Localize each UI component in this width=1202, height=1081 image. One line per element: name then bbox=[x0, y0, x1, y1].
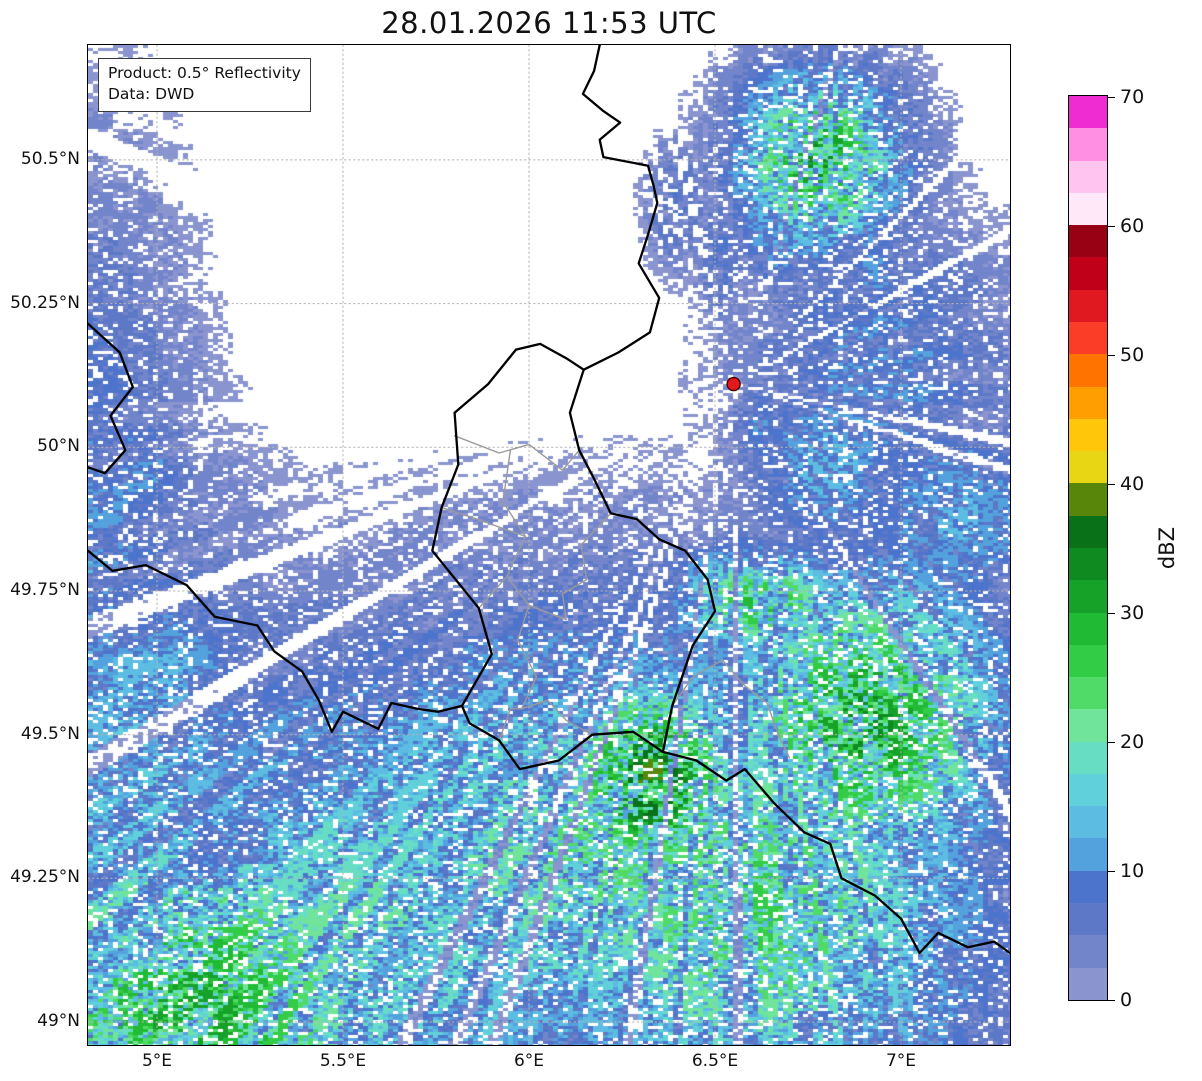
lat-tick-label: 50.5°N bbox=[20, 148, 80, 169]
colorbar-tick-label: 50 bbox=[1120, 343, 1145, 366]
lon-tick-label: 6.5°E bbox=[691, 1051, 739, 1071]
colorbar-tick-mark bbox=[1108, 354, 1115, 356]
colorbar-segment bbox=[1069, 677, 1107, 710]
colorbar-segment bbox=[1069, 644, 1107, 678]
colorbar-tick-mark bbox=[1108, 483, 1115, 485]
admin-border bbox=[453, 435, 580, 471]
country-border bbox=[581, 45, 661, 371]
admin-border bbox=[502, 449, 538, 710]
colorbar-tick-mark bbox=[1108, 612, 1115, 614]
colorbar-segment bbox=[1069, 451, 1107, 484]
lat-tick-label: 49.75°N bbox=[10, 579, 80, 600]
lon-tick-label: 6°E bbox=[513, 1051, 545, 1071]
info-box: Product: 0.5° Reflectivity Data: DWD bbox=[98, 58, 311, 112]
admin-border bbox=[528, 512, 612, 621]
colorbar-segment bbox=[1069, 967, 1107, 1000]
lat-tick-label: 49.5°N bbox=[20, 723, 80, 744]
colorbar-tick-mark bbox=[1108, 870, 1115, 872]
country-border bbox=[431, 342, 717, 771]
colorbar-segment bbox=[1069, 709, 1107, 742]
colorbar-segment bbox=[1069, 580, 1107, 613]
colorbar-segment bbox=[1069, 160, 1107, 193]
colorbar-segment bbox=[1069, 418, 1107, 452]
colorbar-segment bbox=[1069, 612, 1107, 645]
country-border bbox=[88, 549, 464, 733]
colorbar-segment bbox=[1069, 192, 1107, 226]
map-overlay bbox=[88, 45, 1010, 1045]
colorbar-tick-label: 10 bbox=[1120, 859, 1145, 882]
admin-border bbox=[440, 506, 526, 538]
colorbar-segment bbox=[1069, 547, 1107, 581]
lat-tick-label: 50.25°N bbox=[10, 292, 80, 313]
country-border bbox=[661, 750, 1010, 955]
lat-tick-label: 50°N bbox=[37, 436, 80, 457]
colorbar-tick-label: 0 bbox=[1120, 988, 1133, 1011]
colorbar-segment bbox=[1069, 806, 1107, 839]
colorbar-segment bbox=[1069, 903, 1107, 936]
colorbar-segment bbox=[1069, 773, 1107, 807]
colorbar-tick-label: 40 bbox=[1120, 472, 1145, 495]
colorbar-segment bbox=[1069, 741, 1107, 774]
admin-border bbox=[478, 575, 508, 609]
lon-tick-label: 5.5°E bbox=[319, 1051, 367, 1071]
colorbar bbox=[1068, 95, 1108, 1001]
colorbar-tick-label: 20 bbox=[1120, 730, 1145, 753]
country-border bbox=[88, 322, 134, 475]
lat-tick-label: 49°N bbox=[37, 1011, 80, 1031]
colorbar-tick-label: 60 bbox=[1120, 214, 1145, 237]
colorbar-segment bbox=[1069, 96, 1107, 129]
colorbar-unit-label: dBZ bbox=[1155, 526, 1179, 570]
colorbar-tick-mark bbox=[1108, 741, 1115, 743]
info-product-line: Product: 0.5° Reflectivity bbox=[108, 64, 301, 82]
colorbar-segment bbox=[1069, 386, 1107, 419]
colorbar-segment bbox=[1069, 838, 1107, 871]
info-source-line: Data: DWD bbox=[108, 85, 195, 104]
colorbar-segment bbox=[1069, 225, 1107, 258]
lon-tick-label: 5°E bbox=[141, 1051, 173, 1071]
colorbar-tick-mark bbox=[1108, 96, 1115, 98]
colorbar-segment bbox=[1069, 257, 1107, 290]
colorbar-segment bbox=[1069, 128, 1107, 161]
colorbar-segment bbox=[1069, 321, 1107, 355]
radar-site-marker bbox=[726, 376, 741, 392]
admin-border bbox=[671, 659, 791, 759]
figure-title: 28.01.2026 11:53 UTC bbox=[381, 6, 717, 40]
colorbar-segment bbox=[1069, 483, 1107, 516]
colorbar-segment bbox=[1069, 354, 1107, 387]
colorbar-segment bbox=[1069, 289, 1107, 322]
colorbar-tick-label: 70 bbox=[1120, 85, 1145, 108]
admin-border bbox=[498, 699, 593, 742]
colorbar-segment bbox=[1069, 515, 1107, 548]
colorbar-tick-mark bbox=[1108, 225, 1115, 227]
colorbar-tick-label: 30 bbox=[1120, 601, 1145, 624]
colorbar-tick-mark bbox=[1108, 999, 1115, 1001]
lon-tick-label: 7°E bbox=[885, 1051, 917, 1071]
lat-tick-label: 49.25°N bbox=[10, 867, 80, 888]
colorbar-segment bbox=[1069, 870, 1107, 904]
map-plot: Product: 0.5° Reflectivity Data: DWD bbox=[87, 44, 1011, 1046]
colorbar-segment bbox=[1069, 935, 1107, 968]
